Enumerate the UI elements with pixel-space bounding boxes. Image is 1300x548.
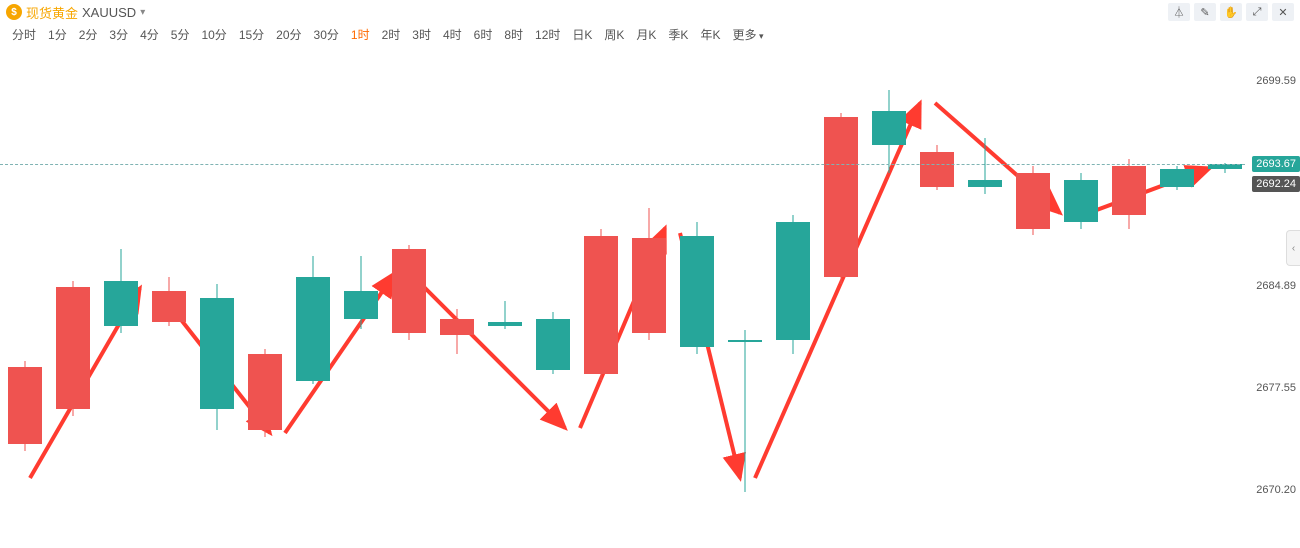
hand-icon[interactable]: ✋ [1220,3,1242,21]
timeframe-1时[interactable]: 1时 [345,24,376,45]
candle[interactable] [968,48,1002,548]
timeframe-4分[interactable]: 4分 [134,24,165,45]
candle[interactable] [584,48,618,548]
candle[interactable] [776,48,810,548]
y-axis: 2699.59 2692.24 2684.89 2677.55 2670.20 2693.… [1245,48,1300,548]
y-tick: 2677.55 [1256,382,1296,394]
trend-arrows [0,48,1245,548]
candle[interactable] [248,48,282,548]
timeframe-4时[interactable]: 4时 [437,24,468,45]
timeframe-12时[interactable]: 12时 [529,24,566,45]
timeframe-2分[interactable]: 2分 [73,24,104,45]
toolbar: ⏃✎✋⤢✕ [1168,3,1294,21]
candle[interactable] [824,48,858,548]
indicator-icon[interactable]: ⏃ [1168,3,1190,21]
timeframe-2时[interactable]: 2时 [376,24,407,45]
timeframe-更多[interactable]: 更多 ▾ [726,24,769,45]
y-tick: 2684.89 [1256,280,1296,292]
timeframe-年K[interactable]: 年K [694,24,726,45]
draw-icon[interactable]: ✎ [1194,3,1216,21]
expand-panel-tab[interactable]: ‹ [1286,230,1300,266]
timeframe-6时[interactable]: 6时 [468,24,499,45]
candle[interactable] [152,48,186,548]
gold-icon: $ [6,4,22,20]
y-tick: 2699.59 [1256,75,1296,87]
timeframe-3分[interactable]: 3分 [103,24,134,45]
timeframe-20分[interactable]: 20分 [270,24,307,45]
candle[interactable] [728,48,762,548]
candle[interactable] [536,48,570,548]
symbol-block[interactable]: $ 现货黄金 XAUUSD ▾ [6,3,145,22]
candle[interactable] [872,48,906,548]
timeframe-bar: 分时1分2分3分4分5分10分15分20分30分1时2时3时4时6时8时12时日… [0,22,1300,46]
candle[interactable] [1160,48,1194,548]
fullscreen-icon[interactable]: ⤢ [1246,3,1268,21]
candle[interactable] [488,48,522,548]
timeframe-15分[interactable]: 15分 [233,24,270,45]
current-price-line [0,164,1245,165]
candle[interactable] [440,48,474,548]
timeframe-日K[interactable]: 日K [566,24,598,45]
y-tick: 2670.20 [1256,484,1296,496]
timeframe-季K[interactable]: 季K [662,24,694,45]
candle[interactable] [104,48,138,548]
candle[interactable] [920,48,954,548]
timeframe-3时[interactable]: 3时 [406,24,437,45]
timeframe-1分[interactable]: 1分 [42,24,73,45]
chart-container: $ 现货黄金 XAUUSD ▾ ⏃✎✋⤢✕ 分时1分2分3分4分5分10分15分… [0,0,1300,548]
timeframe-分时[interactable]: 分时 [6,24,42,45]
candle[interactable] [392,48,426,548]
price-tag: 2692.24 [1252,176,1300,192]
timeframe-10分[interactable]: 10分 [195,24,232,45]
candle[interactable] [200,48,234,548]
candle[interactable] [56,48,90,548]
symbol-code: XAUUSD [82,5,136,20]
symbol-dropdown-icon[interactable]: ▾ [140,7,145,18]
candle[interactable] [1064,48,1098,548]
header: $ 现货黄金 XAUUSD ▾ ⏃✎✋⤢✕ [0,0,1300,22]
close-icon[interactable]: ✕ [1272,3,1294,21]
candle[interactable] [632,48,666,548]
price-tag: 2693.67 [1252,156,1300,172]
timeframe-30分[interactable]: 30分 [308,24,345,45]
candle[interactable] [1016,48,1050,548]
timeframe-5分[interactable]: 5分 [165,24,196,45]
candle[interactable] [1112,48,1146,548]
candle[interactable] [344,48,378,548]
timeframe-周K[interactable]: 周K [598,24,630,45]
timeframe-月K[interactable]: 月K [630,24,662,45]
chart-area[interactable] [0,48,1245,548]
candle[interactable] [8,48,42,548]
symbol-name: 现货黄金 [26,3,78,22]
timeframe-8时[interactable]: 8时 [498,24,529,45]
candle[interactable] [296,48,330,548]
candle[interactable] [680,48,714,548]
candle[interactable] [1208,48,1242,548]
